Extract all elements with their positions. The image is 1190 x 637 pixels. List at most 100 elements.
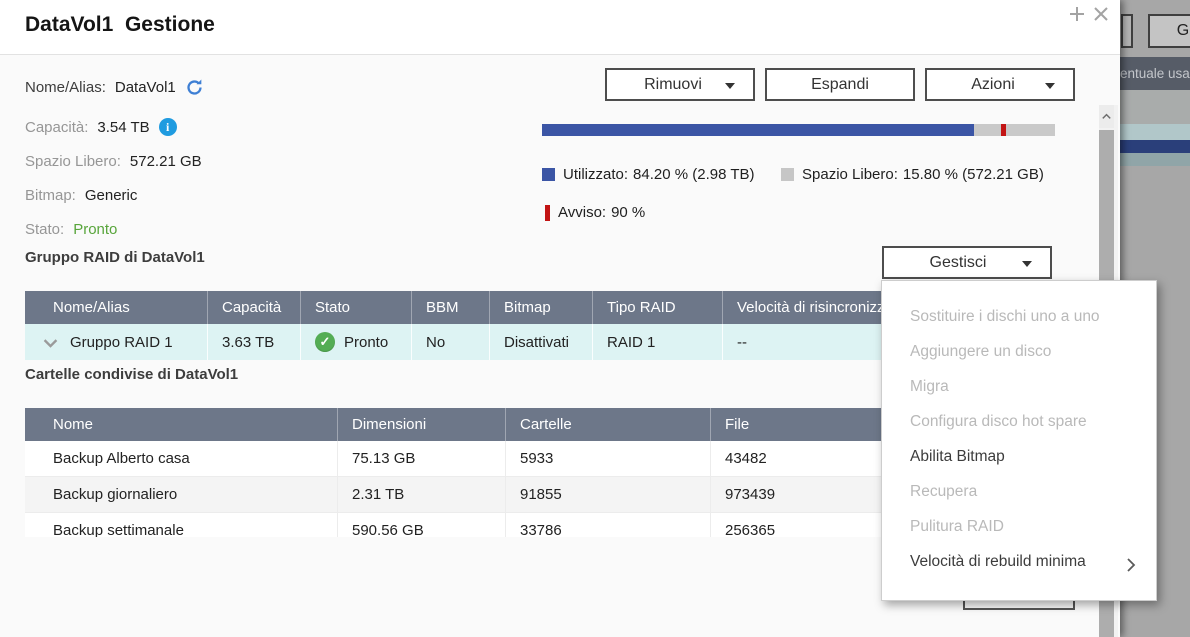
raid-header-capacity[interactable]: Capacità (207, 291, 300, 324)
background-g-button[interactable]: G (1148, 14, 1190, 48)
chevron-down-icon[interactable] (41, 333, 60, 352)
folder-size: 590.56 GB (337, 513, 505, 537)
raid-header-name[interactable]: Nome/Alias (53, 299, 130, 316)
menu-item-raid-scrubbing[interactable]: Pulitura RAID (910, 518, 1004, 535)
legend-free: Spazio Libero: 15.80 % (572.21 GB) (781, 166, 1044, 183)
folders-header-files[interactable]: File (710, 408, 1095, 441)
raid-section-title: Gruppo RAID di DataVol1 (25, 249, 205, 266)
status-row: Stato: Pronto (25, 220, 117, 238)
menu-item-hot-spare[interactable]: Configura disco hot spare (910, 413, 1087, 430)
raid-row-resync-speed: -- (722, 324, 1095, 360)
folder-size: 2.31 TB (337, 477, 505, 512)
free-swatch (781, 168, 794, 181)
raid-row-bbm: No (411, 324, 489, 360)
volume-name-row: Nome/Alias: DataVol1 (25, 78, 204, 96)
remove-button[interactable]: Rimuovi (605, 68, 755, 101)
raid-row-status: Pronto (344, 333, 389, 351)
folders-header-name[interactable]: Nome (53, 416, 94, 433)
background-row (1120, 90, 1190, 124)
folder-name: Backup settimanale (53, 522, 184, 537)
file-count: 256365 (710, 513, 1095, 537)
expand-button-label: Espandi (811, 75, 869, 93)
manage-button[interactable]: Gestisci (882, 246, 1052, 279)
caret-down-icon (1022, 260, 1032, 267)
capacity-row: Capacità: 3.54 TB i (25, 118, 177, 136)
raid-row-capacity: 3.63 TB (207, 324, 300, 360)
name-label: Nome/Alias: (25, 78, 106, 96)
bitmap-label: Bitmap: (25, 186, 76, 204)
legend-free-label: Spazio Libero: (802, 166, 898, 183)
legend-used-value: 84.20 % (2.98 TB) (633, 166, 755, 183)
refresh-icon[interactable] (185, 78, 204, 97)
raid-header-status[interactable]: Stato (300, 291, 411, 324)
raid-row-type: RAID 1 (592, 324, 722, 360)
info-icon[interactable]: i (158, 118, 177, 136)
actions-button-label: Azioni (971, 75, 1015, 93)
raid-row-name: Gruppo RAID 1 (70, 333, 173, 351)
folders-header-folders[interactable]: Cartelle (505, 408, 710, 441)
folder-count: 5933 (505, 441, 710, 476)
folder-name: Backup Alberto casa (53, 450, 190, 467)
legend-warning-label: Avviso: (558, 204, 607, 221)
chevron-right-icon (1122, 552, 1140, 572)
dialog-header: DataVol1 Gestione (0, 0, 1120, 55)
capacity-value: 3.54 TB (97, 118, 150, 136)
caret-down-icon (725, 82, 735, 89)
background-table-header: entuale usa (1120, 57, 1190, 90)
name-value: DataVol1 (114, 78, 176, 96)
dialog-title: DataVol1 Gestione (25, 13, 215, 36)
free-space-row: Spazio Libero: 572.21 GB (25, 152, 202, 170)
file-count: 43482 (710, 441, 1095, 476)
status-ok-icon: ✓ (315, 332, 335, 352)
file-count: 973439 (710, 477, 1095, 512)
usage-bar-used (542, 124, 974, 136)
usage-bar-warning-marker (1001, 124, 1007, 136)
usage-bar (542, 124, 1055, 136)
legend-warning-value: 90 % (611, 204, 646, 221)
actions-button[interactable]: Azioni (925, 68, 1075, 101)
menu-item-add-disk[interactable]: Aggiungere un disco (910, 343, 1052, 360)
raid-header-bitmap[interactable]: Bitmap (489, 291, 592, 324)
bitmap-value: Generic (84, 186, 138, 204)
status-label: Stato: (25, 220, 65, 238)
scrollbar-up-icon[interactable] (1099, 105, 1114, 128)
folder-name: Backup giornaliero (53, 486, 178, 503)
free-space-value: 572.21 GB (129, 152, 202, 170)
manage-button-label: Gestisci (929, 253, 987, 271)
menu-item-replace-disks[interactable]: Sostituire i dischi uno a uno (910, 308, 1100, 325)
folder-size: 75.13 GB (337, 441, 505, 476)
folders-header-size[interactable]: Dimensioni (337, 408, 505, 441)
close-icon[interactable] (1090, 3, 1112, 25)
background-button-fragment[interactable] (1121, 14, 1133, 48)
background-usage-bar (1120, 140, 1190, 153)
raid-header-bbm[interactable]: BBM (411, 291, 489, 324)
menu-item-rebuild-speed[interactable]: Velocità di rebuild minima (882, 544, 1156, 579)
raid-header-type[interactable]: Tipo RAID (592, 291, 722, 324)
legend-free-value: 15.80 % (572.21 GB) (902, 166, 1044, 183)
legend-used-label: Utilizzato: (563, 166, 629, 183)
used-swatch (542, 168, 555, 181)
raid-header-resync-speed[interactable]: Velocità di risincronizza (722, 291, 1095, 324)
menu-item-migrate[interactable]: Migra (910, 378, 949, 395)
manage-dropdown-menu: Sostituire i dischi uno a uno Aggiungere… (881, 280, 1157, 601)
warning-swatch (545, 204, 550, 221)
remove-button-label: Rimuovi (644, 75, 702, 93)
free-space-label: Spazio Libero: (25, 152, 121, 170)
caret-down-icon (1045, 82, 1055, 89)
bitmap-row: Bitmap: Generic (25, 186, 137, 204)
add-window-icon[interactable] (1066, 3, 1088, 25)
status-value: Pronto (73, 220, 118, 238)
menu-item-enable-bitmap[interactable]: Abilita Bitmap (910, 448, 1005, 465)
expand-button[interactable]: Espandi (765, 68, 915, 101)
raid-row-bitmap: Disattivati (489, 324, 592, 360)
legend-warning: Avviso: 90 % (545, 204, 645, 221)
menu-item-recover[interactable]: Recupera (910, 483, 978, 500)
capacity-label: Capacità: (25, 118, 89, 136)
legend-used: Utilizzato: 84.20 % (2.98 TB) (542, 166, 755, 183)
folder-count: 33786 (505, 513, 710, 537)
background-row (1120, 124, 1190, 140)
menu-item-rebuild-speed-label: Velocità di rebuild minima (910, 553, 1086, 570)
folder-count: 91855 (505, 477, 710, 512)
folders-section-title: Cartelle condivise di DataVol1 (25, 366, 239, 383)
